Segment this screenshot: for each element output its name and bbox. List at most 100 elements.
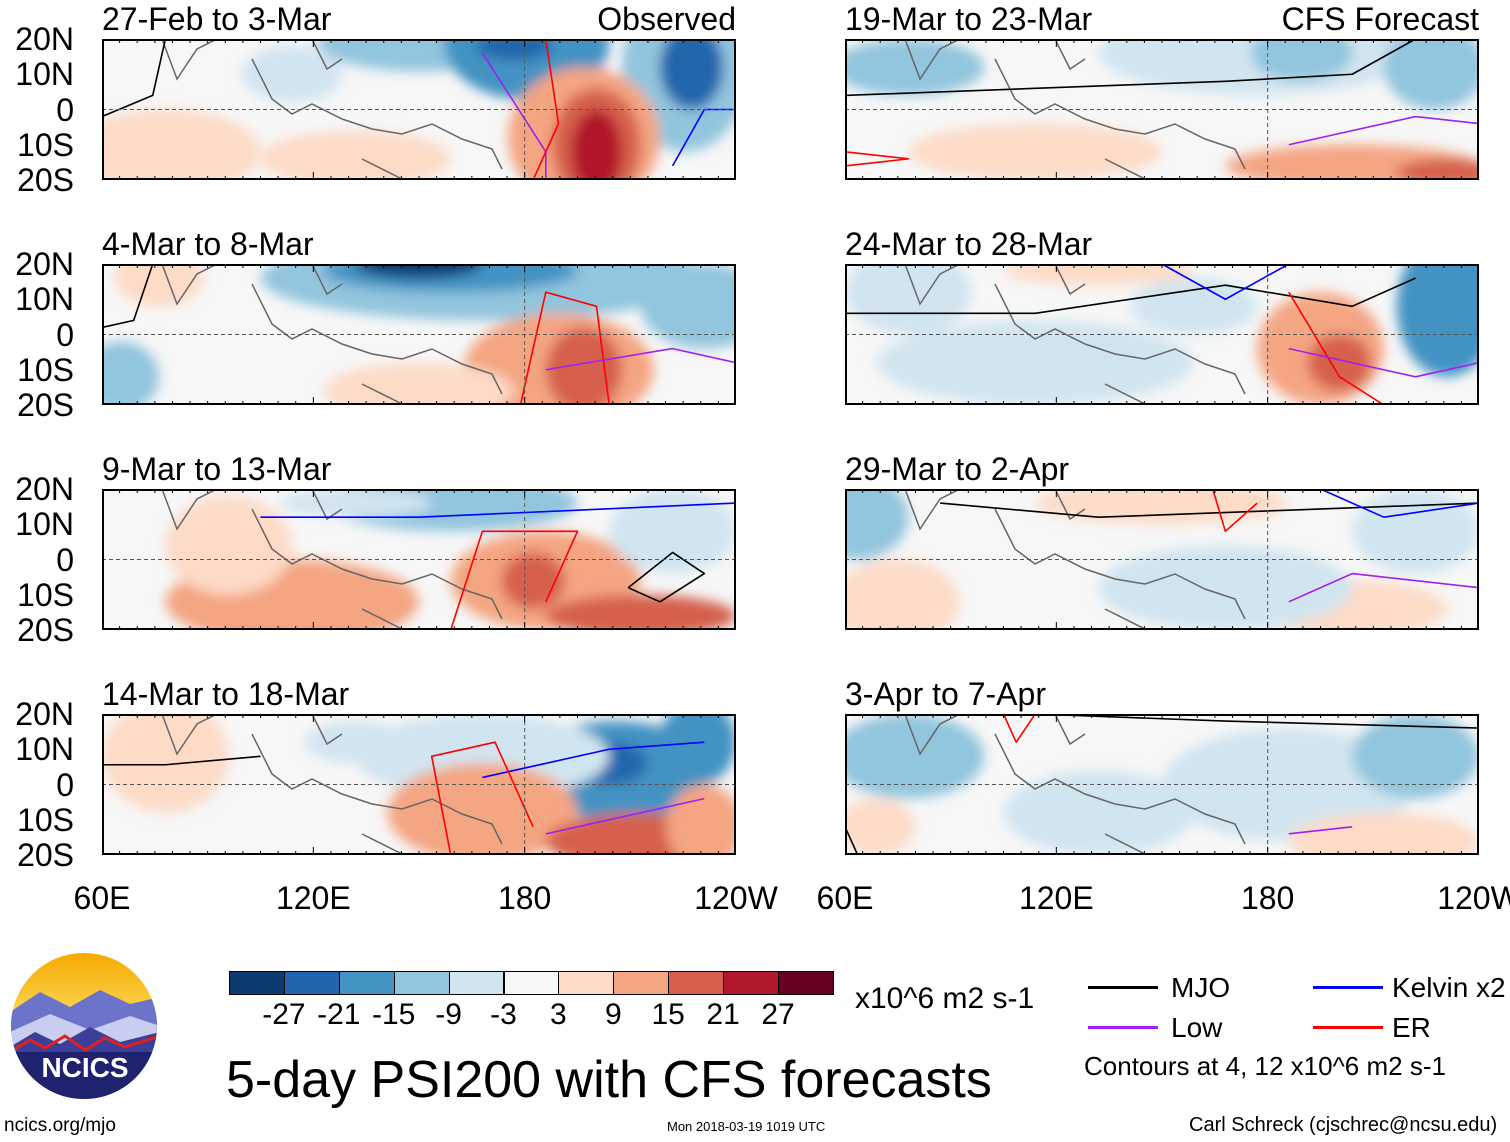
anomaly-region (609, 489, 736, 574)
lat-tick-label: 10S (17, 801, 74, 838)
lat-tick-label: 0 (56, 766, 74, 803)
anomaly-region (1352, 489, 1479, 574)
contour-low (1288, 826, 1353, 835)
contour-mjo (1035, 714, 1479, 729)
panel-label: CFS Forecast (1281, 1, 1479, 37)
lat-tick-label: 10S (17, 351, 74, 388)
contour-low (545, 797, 705, 835)
coastline (904, 264, 1246, 405)
contour-er (1211, 489, 1258, 533)
lat-tick-label: 10N (15, 506, 74, 543)
lon-tick-label: 120W (1437, 880, 1510, 916)
anomaly-region (1130, 278, 1258, 335)
colorbar-swatch (723, 971, 779, 995)
contour-kelvin (1161, 264, 1290, 301)
anomaly-region (666, 784, 736, 855)
lon-tick-label: 120E (1018, 880, 1094, 916)
coastline (904, 714, 1246, 855)
anomaly-region (279, 489, 432, 518)
panel-title: 3-Apr to 7-Apr (845, 676, 1046, 712)
lat-tick-label: 20N (15, 21, 74, 57)
contour-er (532, 39, 560, 180)
anomaly-region (876, 320, 1194, 405)
contour-mjo (845, 277, 1416, 315)
footer-timestamp: Mon 2018-03-19 1019 UTC (667, 1119, 826, 1134)
anomaly-region (1288, 812, 1479, 855)
panel-title: 29-Mar to 2-Apr (845, 451, 1070, 487)
map-panel (102, 489, 736, 630)
map-panel (102, 264, 736, 405)
anomaly-region (845, 264, 972, 335)
anomaly-region (1307, 334, 1372, 391)
panel-title: 24-Mar to 28-Mar (845, 226, 1093, 262)
anomaly-region (545, 594, 736, 630)
logo-text: NCICS (41, 1052, 128, 1083)
anomaly-region (640, 264, 736, 349)
colorbar-swatch (338, 971, 395, 995)
anomaly-region (1352, 714, 1479, 799)
colorbar-swatch (229, 971, 285, 995)
colorbar-swatch (668, 971, 725, 995)
colorbar-swatch (503, 971, 560, 995)
footer-author: Carl Schreck (cjschrec@ncsu.edu) (1189, 1114, 1498, 1136)
anomaly-region (165, 496, 293, 595)
coastline (161, 39, 503, 180)
coastline (904, 39, 1246, 180)
colorbar-swatch (448, 971, 505, 995)
contour-er (449, 530, 579, 630)
anomaly-region (845, 798, 915, 855)
panel-title: 27-Feb to 3-Mar (102, 1, 332, 37)
contour-low (1288, 347, 1479, 378)
anomaly-region (1003, 264, 1194, 286)
lat-tick-label: 0 (56, 91, 74, 128)
anomaly-region (323, 362, 515, 405)
colorbar-swatch (613, 971, 670, 995)
lat-tick-label: 20S (17, 162, 74, 198)
anomaly-region (845, 714, 985, 799)
lat-tick-label: 20S (17, 387, 74, 423)
legend-label-mjo: MJO (1171, 972, 1231, 1003)
anomaly-region (1003, 770, 1194, 855)
colorbar-level-label: -9 (435, 998, 462, 1031)
anomaly-region (1098, 545, 1353, 630)
anomaly-region (659, 39, 724, 110)
map-panel (102, 39, 736, 180)
footer-url[interactable]: ncics.org/mjo (4, 1115, 116, 1136)
anomaly-region (387, 763, 578, 855)
legend-label-low: Low (1171, 1012, 1223, 1043)
anomaly-region (114, 264, 204, 307)
legend-line-er (1313, 1026, 1383, 1029)
anomaly-region (476, 39, 553, 61)
colorbar-level-label: 3 (550, 998, 567, 1031)
anomaly-region (102, 109, 261, 180)
colorbar-swatch (778, 971, 834, 995)
map-panel (845, 264, 1479, 405)
lon-tick-label: 120E (275, 880, 351, 916)
anomaly-region (304, 721, 407, 764)
anomaly-region (1250, 39, 1353, 82)
lat-tick-label: 10S (17, 126, 74, 163)
contour-er (1288, 291, 1385, 405)
lat-tick-label: 20N (15, 471, 74, 507)
map-panel (845, 39, 1479, 180)
coastline (161, 489, 503, 630)
map-panel (845, 489, 1479, 630)
contour-low (1288, 115, 1479, 146)
lat-tick-label: 20S (17, 837, 74, 873)
contour-er (430, 741, 534, 855)
lat-tick-label: 10N (15, 56, 74, 93)
anomaly-region (1035, 489, 1289, 525)
lon-tick-label: 60E (73, 880, 131, 916)
anomaly-region (1383, 39, 1479, 110)
colorbar-swatch (283, 971, 340, 995)
anomaly-region (908, 123, 1162, 180)
panel-title: 19-Mar to 23-Mar (845, 1, 1093, 37)
colorbar-units: x10^6 m2 s-1 (855, 982, 1035, 1015)
panel-title: 14-Mar to 18-Mar (102, 676, 350, 712)
lat-tick-label: 0 (56, 316, 74, 353)
anomaly-region (545, 327, 622, 405)
contour-mjo (845, 39, 1416, 97)
contour-er (845, 151, 910, 167)
anomaly-region (102, 714, 229, 813)
lon-tick-label: 180 (1240, 880, 1295, 916)
